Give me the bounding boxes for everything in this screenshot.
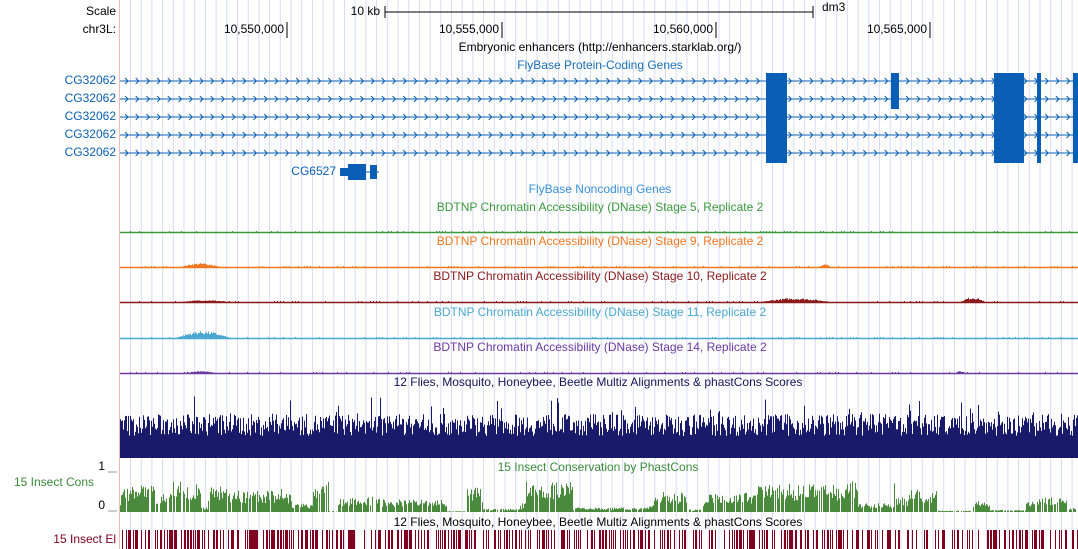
position-label: 10,565,000 [867, 22, 927, 36]
position-label: 10,550,000 [224, 22, 284, 36]
track-title: BDTNP Chromatin Accessibility (DNase) St… [433, 340, 767, 354]
position-label: 10,555,000 [439, 22, 499, 36]
track-title: Embryonic enhancers (http://enhancers.st… [459, 40, 742, 54]
track-title: BDTNP Chromatin Accessibility (DNase) St… [434, 305, 767, 319]
gene-label: CG32062 [65, 91, 117, 105]
strand-arrows [124, 113, 1071, 121]
track-title: 12 Flies, Mosquito, Honeybee, Beetle Mul… [394, 515, 803, 529]
gene-label: CG32062 [65, 145, 117, 159]
assembly: dm3 [822, 0, 846, 14]
grid [130, 0, 1073, 549]
conservation-signal [120, 481, 1076, 512]
track-title: 15 Insect Conservation by PhastCons [498, 460, 699, 474]
dnase-tracks: BDTNP Chromatin Accessibility (DNase) St… [120, 200, 1078, 375]
track-title: FlyBase Noncoding Genes [529, 182, 672, 196]
gene-label: CG6527 [291, 164, 336, 178]
exon [766, 73, 787, 163]
multiz-signal [120, 396, 1078, 458]
chrom-label: chr3L: [83, 22, 116, 36]
track-title: 12 Flies, Mosquito, Honeybee, Beetle Mul… [394, 375, 803, 389]
axis-label: 0 [98, 498, 105, 512]
track-title: BDTNP Chromatin Accessibility (DNase) St… [437, 234, 764, 248]
strand-arrows [124, 95, 1071, 103]
grid-lines [130, 0, 1073, 549]
conserved-elements [122, 530, 1078, 549]
strand-arrows [124, 77, 1071, 85]
track-title: FlyBase Protein-Coding Genes [517, 58, 682, 72]
genes: CG32062 CG32062 CG32062 CG32062 CG32062 CG652… [65, 73, 1078, 180]
side-label: 15 Insect El [53, 532, 116, 546]
exon [340, 168, 348, 176]
signal [130, 371, 1058, 373]
gene-label: CG32062 [65, 109, 117, 123]
exon [1037, 73, 1041, 163]
exon [370, 165, 377, 179]
scale-label: Scale [86, 4, 116, 18]
signal [151, 331, 1061, 338]
track-title: BDTNP Chromatin Accessibility (DNase) St… [433, 269, 767, 283]
strand-arrows [124, 131, 1071, 139]
signal [139, 297, 1064, 302]
position-label: 10,560,000 [653, 22, 713, 36]
scale-bar-label: 10 kb [351, 4, 381, 18]
exon [1073, 73, 1078, 163]
signal [145, 263, 1073, 267]
side-label: 15 Insect Cons [14, 475, 94, 489]
exon [994, 73, 1024, 163]
axis-label: 1 [98, 459, 105, 473]
exon [348, 164, 366, 180]
gene-label: CG32062 [65, 127, 117, 141]
track-title: BDTNP Chromatin Accessibility (DNase) St… [437, 200, 764, 214]
signal [130, 231, 1070, 232]
strand-arrows [124, 149, 1071, 157]
gene-label: CG32062 [65, 73, 117, 87]
exon [891, 73, 899, 109]
wiggles [120, 396, 1078, 549]
